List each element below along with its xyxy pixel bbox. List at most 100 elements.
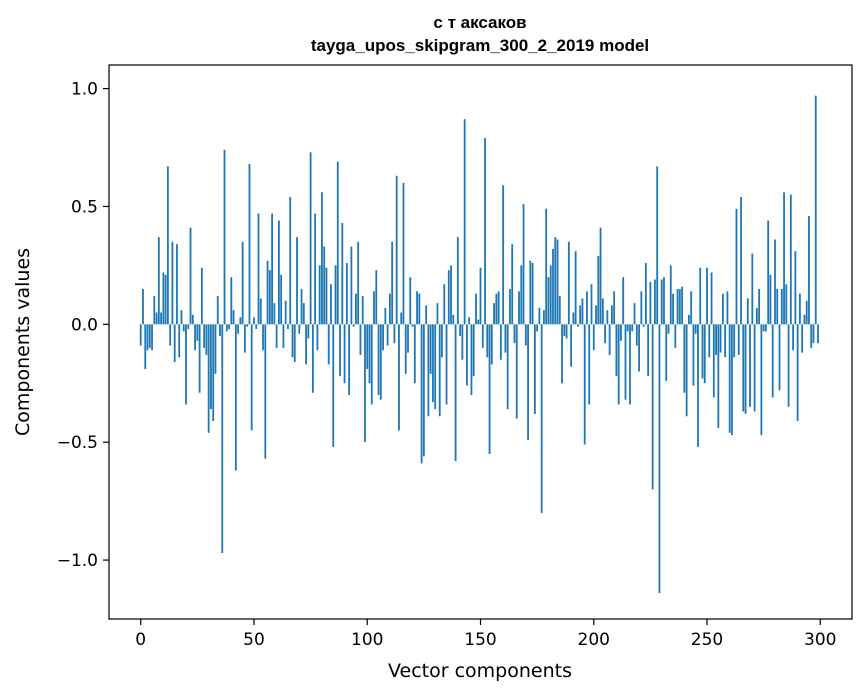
bar bbox=[438, 324, 441, 417]
bar bbox=[271, 213, 273, 325]
bar bbox=[674, 324, 677, 348]
bar bbox=[427, 324, 430, 417]
bar bbox=[341, 222, 344, 325]
bar bbox=[629, 324, 631, 405]
bar bbox=[495, 293, 498, 325]
bar bbox=[778, 324, 781, 391]
bar bbox=[155, 312, 158, 325]
bar bbox=[681, 286, 684, 325]
bar bbox=[268, 270, 271, 325]
bar bbox=[302, 303, 305, 325]
bar bbox=[509, 288, 511, 325]
bar bbox=[647, 324, 650, 377]
bar bbox=[538, 307, 541, 325]
bar bbox=[792, 324, 795, 351]
bar bbox=[182, 324, 185, 332]
bar bbox=[583, 324, 586, 445]
bar bbox=[402, 182, 405, 325]
bar bbox=[210, 324, 212, 410]
bar bbox=[296, 237, 298, 325]
bar bbox=[411, 324, 414, 327]
bar bbox=[255, 324, 258, 330]
bar bbox=[450, 265, 452, 325]
bar bbox=[810, 324, 813, 348]
bar bbox=[678, 288, 681, 325]
bar bbox=[735, 208, 738, 325]
bar bbox=[749, 324, 751, 407]
bar bbox=[275, 324, 278, 348]
bar bbox=[321, 192, 323, 325]
bar bbox=[441, 324, 443, 358]
bar bbox=[703, 324, 706, 384]
bar bbox=[173, 324, 176, 363]
bar bbox=[398, 324, 400, 431]
bar bbox=[726, 291, 729, 325]
plot-frame bbox=[108, 64, 853, 620]
bar bbox=[443, 284, 446, 325]
bar bbox=[513, 324, 516, 344]
bar bbox=[672, 293, 674, 325]
bar bbox=[604, 324, 606, 344]
bar bbox=[783, 192, 785, 325]
x-axis-label: Vector components bbox=[388, 660, 572, 682]
bar bbox=[753, 324, 756, 412]
bar bbox=[708, 324, 711, 358]
bar bbox=[404, 324, 407, 374]
bar bbox=[545, 208, 548, 325]
bar bbox=[472, 324, 475, 377]
bar bbox=[654, 279, 656, 325]
bar bbox=[377, 324, 380, 396]
bar bbox=[622, 277, 625, 325]
bar bbox=[522, 204, 525, 325]
bar bbox=[189, 227, 192, 325]
bar bbox=[688, 314, 690, 325]
bar bbox=[298, 324, 301, 334]
bar bbox=[640, 291, 643, 325]
bar bbox=[755, 307, 758, 325]
bar bbox=[488, 324, 491, 454]
bar bbox=[327, 324, 330, 365]
bar bbox=[590, 284, 593, 325]
bar bbox=[515, 324, 518, 419]
bar bbox=[697, 324, 699, 447]
x-tick-label: 50 bbox=[243, 630, 265, 650]
bar bbox=[595, 305, 597, 325]
bar bbox=[384, 307, 387, 325]
bar bbox=[635, 324, 638, 346]
bar bbox=[511, 244, 514, 325]
x-tick-label: 300 bbox=[804, 630, 836, 650]
y-tick-label: 0.0 bbox=[71, 315, 98, 335]
bar bbox=[391, 241, 394, 325]
bar bbox=[656, 166, 659, 325]
bar bbox=[221, 324, 224, 553]
bar bbox=[146, 324, 149, 351]
bar bbox=[649, 281, 652, 325]
bar bbox=[418, 293, 421, 325]
bar bbox=[277, 220, 280, 325]
bar bbox=[264, 324, 267, 459]
bar bbox=[422, 324, 425, 457]
bar bbox=[300, 288, 303, 325]
x-tick-label: 150 bbox=[464, 630, 496, 650]
bar bbox=[148, 324, 151, 348]
bar bbox=[345, 263, 348, 325]
bar bbox=[198, 324, 201, 393]
bar bbox=[273, 303, 276, 325]
bar bbox=[180, 310, 183, 325]
bar bbox=[325, 267, 328, 325]
bar bbox=[547, 277, 550, 325]
bar bbox=[774, 239, 776, 325]
bar bbox=[470, 324, 473, 396]
bar bbox=[287, 324, 289, 330]
bar bbox=[728, 324, 731, 433]
bar bbox=[717, 324, 720, 429]
bar bbox=[459, 324, 462, 337]
bar bbox=[219, 324, 221, 337]
bar bbox=[549, 265, 552, 325]
bar bbox=[633, 303, 636, 325]
bar bbox=[599, 227, 602, 325]
bar bbox=[366, 324, 369, 370]
bar bbox=[234, 324, 237, 471]
bar bbox=[284, 300, 287, 325]
